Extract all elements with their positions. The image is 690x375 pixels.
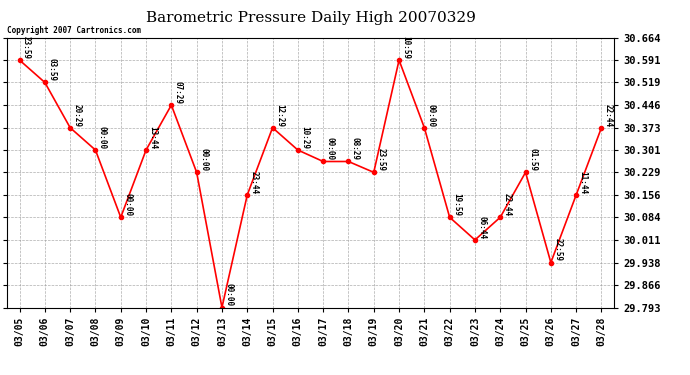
Text: 22:59: 22:59 [553,238,562,262]
Text: 19:59: 19:59 [452,193,461,216]
Text: Copyright 2007 Cartronics.com: Copyright 2007 Cartronics.com [7,26,141,35]
Text: 00:00: 00:00 [199,148,208,171]
Text: 00:00: 00:00 [326,138,335,160]
Text: 00:00: 00:00 [224,284,233,307]
Text: 20:29: 20:29 [72,104,81,127]
Text: 00:00: 00:00 [98,126,107,149]
Text: 01:59: 01:59 [528,148,537,171]
Text: 03:59: 03:59 [48,58,57,81]
Text: Barometric Pressure Daily High 20070329: Barometric Pressure Daily High 20070329 [146,11,475,25]
Text: 23:44: 23:44 [250,171,259,194]
Text: 00:00: 00:00 [124,193,132,216]
Text: 13:44: 13:44 [148,126,157,149]
Text: 23:59: 23:59 [22,36,31,59]
Text: 07:29: 07:29 [174,81,183,104]
Text: 11:44: 11:44 [579,171,588,194]
Text: 08:29: 08:29 [351,138,360,160]
Text: 06:44: 06:44 [477,216,486,239]
Text: 22:44: 22:44 [503,193,512,216]
Text: 22:44: 22:44 [604,104,613,127]
Text: 23:59: 23:59 [376,148,385,171]
Text: 10:29: 10:29 [300,126,309,149]
Text: 12:29: 12:29 [275,104,284,127]
Text: 00:00: 00:00 [427,104,436,127]
Text: 10:59: 10:59 [402,36,411,59]
